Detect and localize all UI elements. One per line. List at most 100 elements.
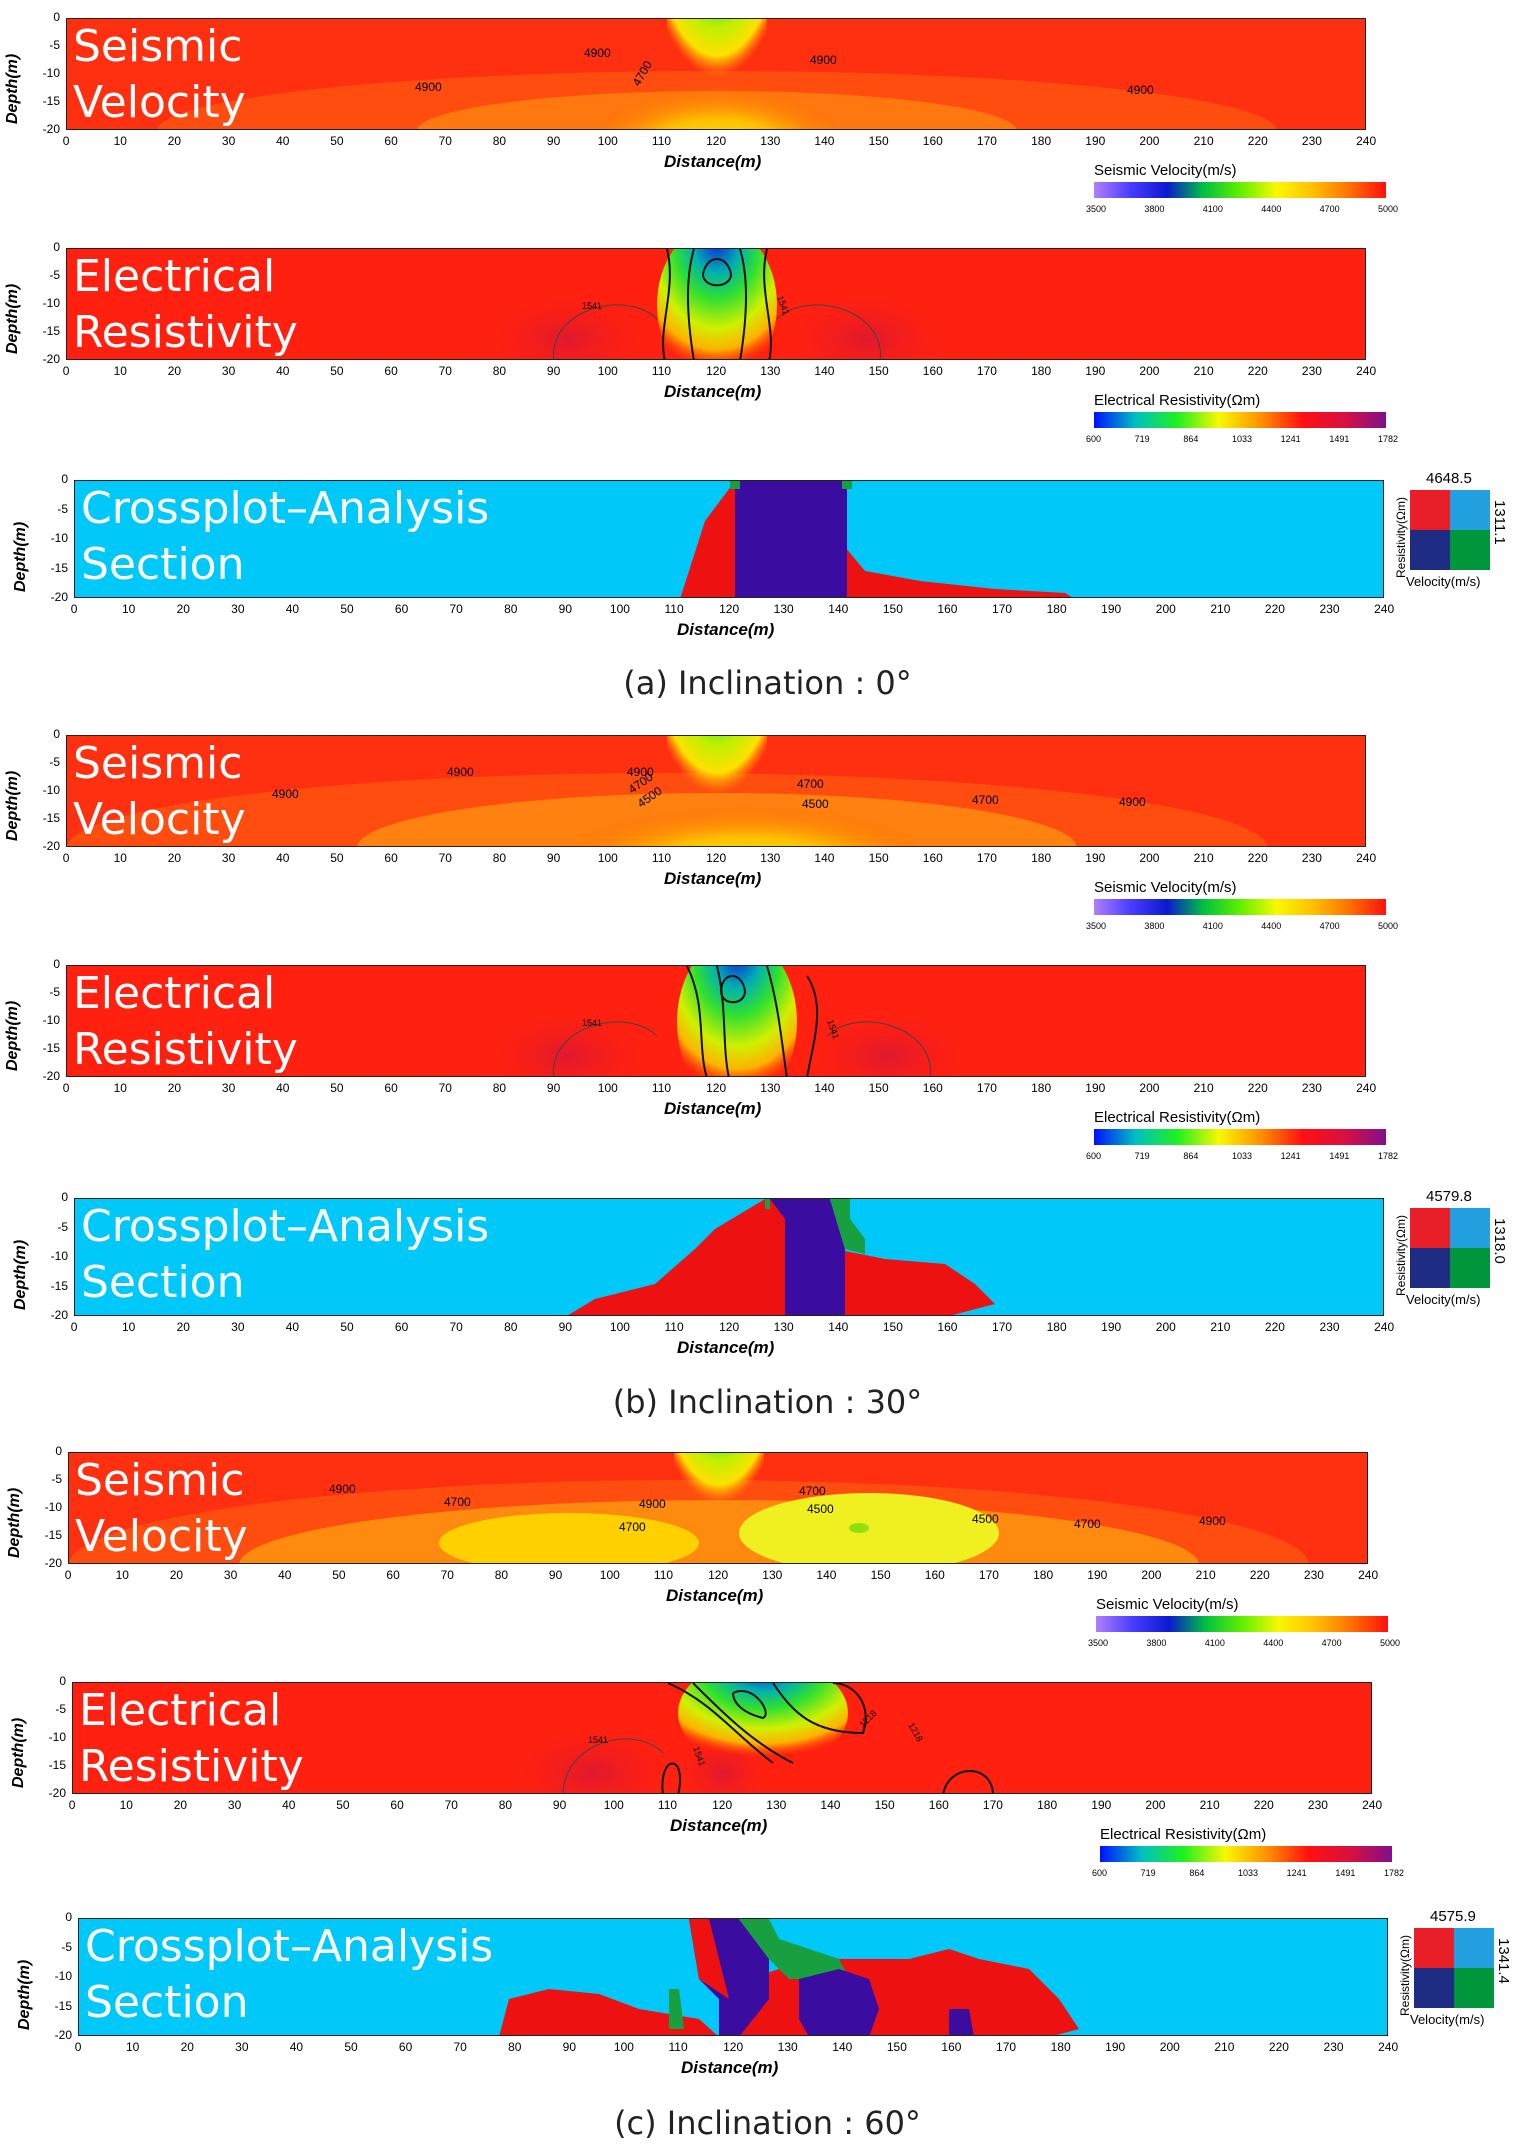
x-tick-label: 0 [62,364,70,378]
resistivity-plot-a: 1541 1541 Electrical Resistivity [66,248,1366,360]
x-tick-label: 170 [992,602,1013,616]
x-tick-label: 90 [562,2040,576,2054]
x-tick-label: 110 [664,602,684,616]
x-tick-label: 200 [1139,851,1160,865]
x-tick-label: 0 [62,1081,70,1095]
contour-label: 4700 [1074,1517,1101,1531]
x-tick-label: 190 [1085,851,1106,865]
x-tick-label: 70 [438,134,452,148]
contour-label: 4900 [627,765,654,779]
legend-velocity-threshold: 4575.9 [1430,1908,1476,1925]
seismic-plot-b: 4900 4900 4900 4700 4500 4700 4500 4700 … [66,735,1366,847]
x-tick-label: 40 [278,1568,292,1582]
x-tick-label: 50 [344,2040,358,2054]
y-axis-label: Depth(m) [12,1239,29,1310]
resistivity-colorbar-tick: 600 [1086,1151,1102,1161]
x-tick-label: 70 [438,1081,452,1095]
x-tick-label: 10 [121,1320,136,1334]
x-tick-label: 210 [1210,602,1231,616]
x-tick-label: 170 [976,134,997,148]
x-tick-label: 120 [706,851,727,865]
y-tick-label: -20 [42,1069,60,1083]
x-tick-label: 70 [453,2040,467,2054]
x-axis-label: Distance(m) [664,869,762,888]
resistivity-colorbar-tick: 1033 [1232,434,1253,444]
seismic-colorbar-tick: 3800 [1144,921,1165,931]
x-tick-label: 40 [285,602,300,616]
x-tick-label: 40 [276,851,290,865]
x-tick-label: 210 [1193,364,1214,378]
crossplot-plot-b: Crossplot–Analysis Section [74,1198,1384,1316]
contour-label: 4900 [810,53,837,67]
x-tick-label: 150 [868,851,889,865]
x-tick-label: 60 [384,134,398,148]
crossplot-plot-a: Crossplot–Analysis Section [74,480,1384,598]
x-tick-label: 130 [762,1568,783,1582]
x-tick-label: 110 [651,134,672,148]
x-tick-label: 90 [548,1568,563,1582]
y-tick-label: 0 [55,1444,62,1458]
x-tick-label: 120 [719,1320,740,1334]
x-tick-label: 200 [1155,1320,1176,1334]
resistivity-colorbar-tick: 1033 [1238,1868,1259,1878]
y-tick-label: -10 [42,783,60,797]
resistivity-field-a: 1541 1541 [67,249,1365,359]
resistivity-colorbar-title: Electrical Resistivity(Ωm) [1094,392,1261,409]
x-tick-label: 180 [1046,602,1067,616]
y-tick-label: 0 [53,957,60,971]
seismic-colorbar-title: Seismic Velocity(m/s) [1094,162,1237,179]
x-tick-label: 140 [814,134,835,148]
seismic-colorbar-tick: 4700 [1319,921,1340,931]
x-tick-label: 230 [1303,1568,1324,1582]
crossplot-plot-c: Crossplot–Analysis Section [78,1918,1388,2036]
x-tick-label: 130 [760,364,781,378]
x-tick-label: 100 [597,851,618,865]
x-tick-label: 130 [777,2040,798,2054]
resistivity-panel-label: Electrical Resistivity [79,1685,304,1792]
x-tick-label: 20 [167,851,182,865]
x-tick-label: 90 [558,1320,572,1334]
x-tick-label: 60 [394,1320,409,1334]
x-tick-label: 110 [657,1798,678,1812]
x-tick-label: 50 [330,134,344,148]
resistivity-panel-label: Electrical Resistivity [73,968,298,1075]
x-tick-label: 240 [1362,1798,1383,1812]
contour-label: 4900 [1127,83,1154,97]
contour-label: 4500 [972,1512,999,1526]
y-tick-label: -5 [51,1472,62,1486]
contour-label: 4900 [329,1482,356,1496]
x-tick-label: 170 [976,851,997,865]
y-tick-label: -20 [50,1308,68,1322]
x-tick-label: 60 [390,1798,404,1812]
x-tick-label: 220 [1264,602,1285,616]
x-tick-label: 50 [336,1798,350,1812]
legend-velocity-axis-label: Velocity(m/s) [1410,2012,1485,2027]
legend-velocity-axis-label: Velocity(m/s) [1406,574,1481,589]
x-tick-label: 220 [1253,1798,1274,1812]
x-tick-label: 0 [70,1320,78,1334]
x-tick-label: 30 [221,364,236,378]
y-tick-label: -20 [54,2028,72,2042]
y-axis-label: Depth(m) [6,1487,23,1558]
seismic-colorbar-tick: 4700 [1319,204,1340,214]
resistivity-colorbar-title: Electrical Resistivity(Ωm) [1094,1109,1261,1126]
x-tick-label: 140 [814,364,835,378]
seismic-panel-label: Seismic Velocity [73,738,246,845]
seismic-colorbar-tick: 5000 [1380,1638,1401,1648]
figure-caption-a: (a) Inclination : 0° [623,664,912,702]
y-tick-label: -5 [49,268,60,282]
y-tick-label: -15 [54,1998,72,2013]
resistivity-colorbar-tick: 600 [1092,1868,1108,1878]
x-tick-label: 10 [113,364,127,378]
y-tick-label: 0 [53,10,60,24]
legend-resistivity-axis-label: Resistivity(Ωm) [1398,1935,1412,2016]
contour-label: 4900 [415,80,442,94]
x-axis-label: Distance(m) [666,1586,764,1605]
x-tick-label: 240 [1356,134,1377,148]
x-tick-label: 80 [504,1320,518,1334]
legend-velocity-threshold: 4648.5 [1426,470,1472,487]
x-tick-label: 180 [1033,1568,1054,1582]
x-tick-label: 150 [868,364,889,378]
resistivity-colorbar-tick: 1241 [1280,1151,1301,1161]
seismic-plot-a: 4900 4700 4900 4900 4900 Seismic Velocit… [66,18,1366,130]
